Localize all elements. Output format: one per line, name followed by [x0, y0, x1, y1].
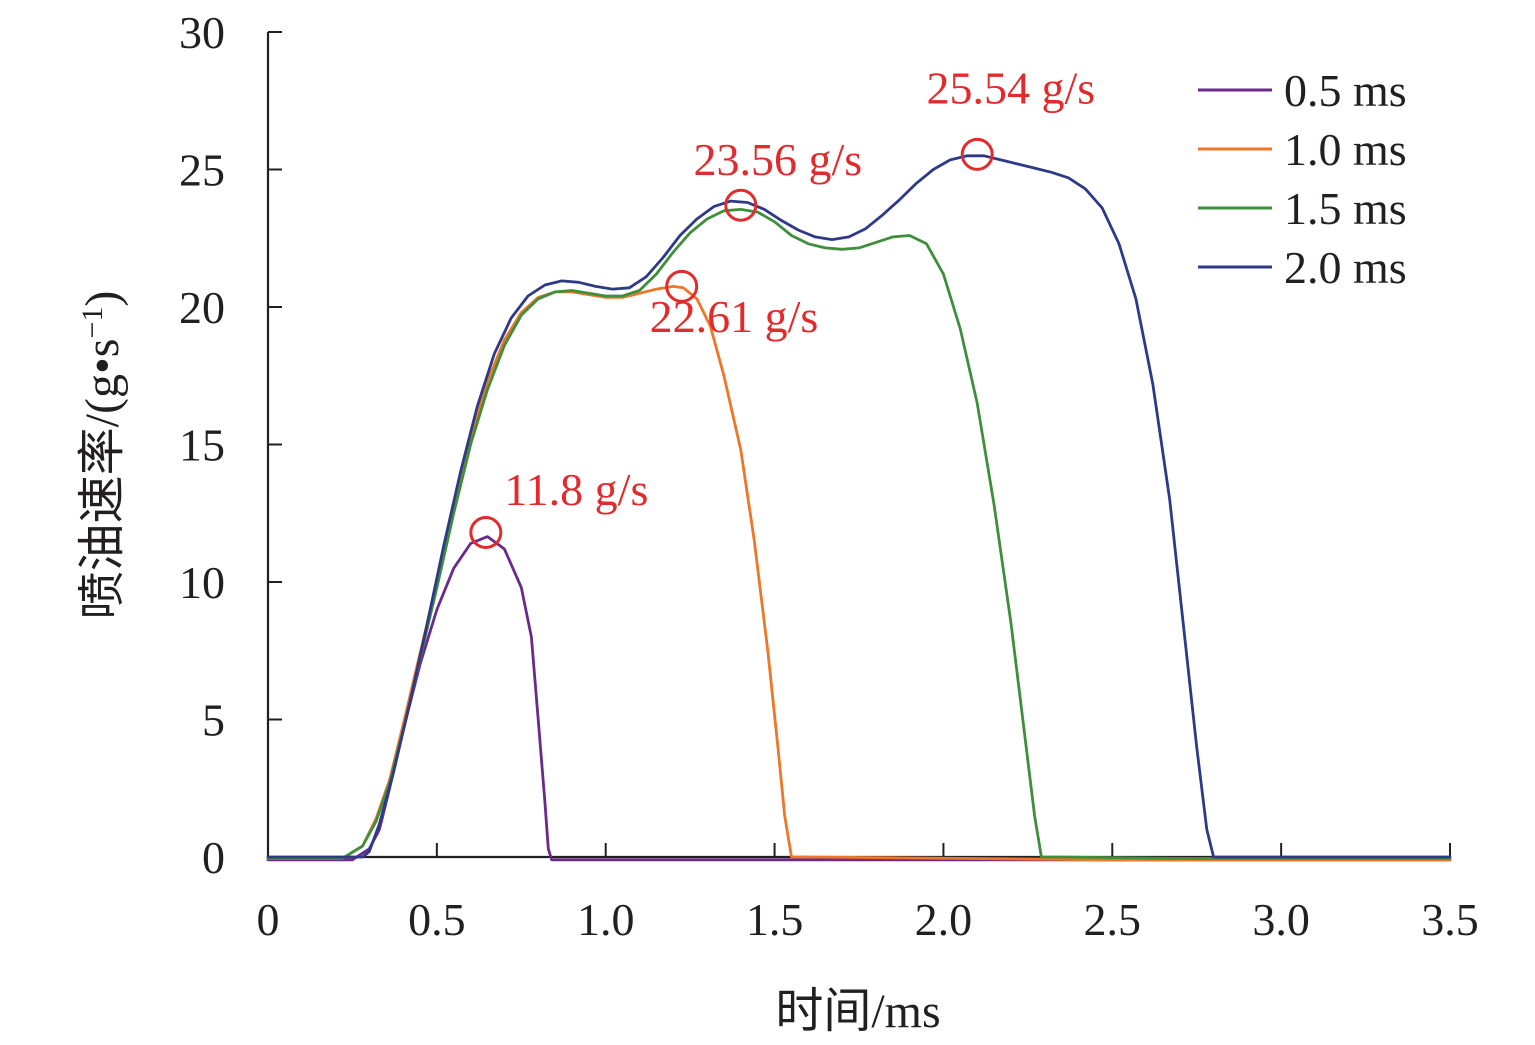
peak-label: 25.54 g/s [927, 63, 1096, 114]
series-lines [266, 154, 1452, 862]
y-axis-title-exponent: −1 [76, 307, 109, 339]
peak-label: 11.8 g/s [504, 464, 648, 515]
y-axis-title-close: ) [76, 291, 129, 307]
legend-label: 0.5 ms [1284, 65, 1407, 116]
peak-label: 22.61 g/s [650, 291, 819, 342]
peak-label: 23.56 g/s [694, 134, 863, 185]
x-tick-label: 0.5 [408, 894, 466, 945]
series-line-2-0-ms [266, 154, 1452, 859]
peak-marker [724, 188, 758, 222]
x-ticks: 0 0.5 1.0 1.5 2.0 2.5 3.0 3.5 [257, 843, 1479, 945]
x-axis-title: 时间/ms [775, 985, 940, 1038]
y-tick-label: 25 [179, 145, 225, 196]
y-axis-title-main: 喷油速率/(g [76, 374, 129, 619]
y-axis-title: 喷油速率/(g•s−1) [76, 291, 129, 620]
y-axis-title-unit: s [76, 339, 129, 358]
y-ticks: 0 5 10 15 20 25 30 [179, 7, 282, 883]
y-tick-label: 0 [202, 832, 225, 883]
y-tick-label: 20 [179, 282, 225, 333]
x-tick-label: 0 [257, 894, 280, 945]
peak-marker [665, 269, 699, 303]
peak-marker [469, 516, 503, 549]
legend-label: 1.5 ms [1284, 183, 1407, 234]
x-tick-label: 2.0 [915, 894, 973, 945]
series-line-0-5-ms [266, 535, 1452, 862]
peak-annotations: 11.8 g/s 22.61 g/s 23.56 g/s 25.54 g/s [469, 63, 1096, 549]
y-tick-label: 10 [179, 557, 225, 608]
y-tick-label: 5 [202, 695, 225, 746]
series-line-1-0-ms [266, 285, 1452, 862]
x-tick-label: 3.5 [1421, 894, 1479, 945]
x-tick-label: 3.0 [1252, 894, 1310, 945]
x-tick-label: 1.5 [746, 894, 804, 945]
legend: 0.5 ms 1.0 ms 1.5 ms 2.0 ms [1198, 65, 1407, 293]
x-tick-label: 1.0 [577, 894, 635, 945]
peak-marker [960, 137, 994, 171]
y-axis-title-dot: • [76, 357, 129, 374]
y-tick-label: 30 [179, 7, 225, 58]
legend-label: 2.0 ms [1284, 242, 1407, 293]
series-line-1-5-ms [266, 208, 1452, 860]
x-tick-label: 2.5 [1084, 894, 1142, 945]
y-tick-label: 15 [179, 420, 225, 471]
legend-label: 1.0 ms [1284, 124, 1407, 175]
